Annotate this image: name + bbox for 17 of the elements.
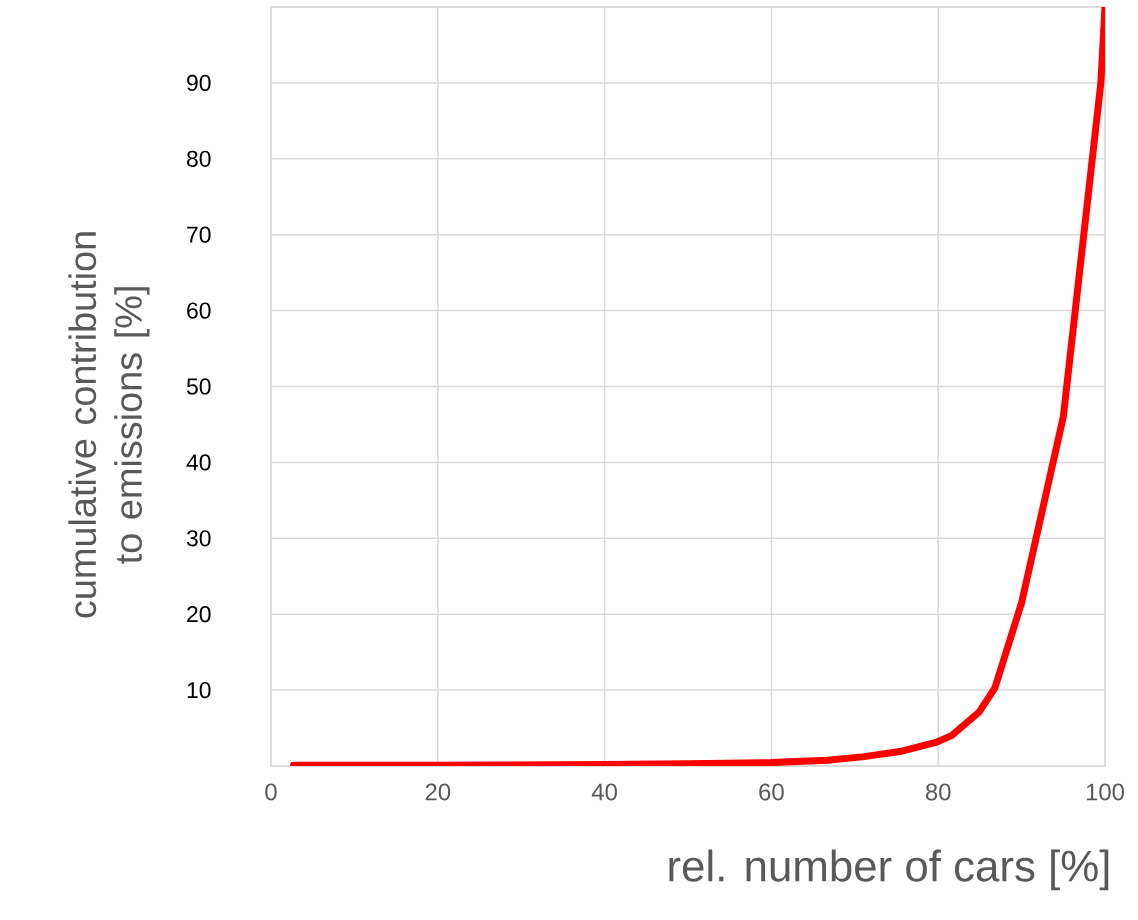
x-tick-label: 40 bbox=[591, 783, 617, 801]
y-tick-label: 70 bbox=[187, 226, 211, 243]
y-tick-label: 20 bbox=[187, 606, 211, 623]
y-tick-label: 50 bbox=[186, 378, 211, 395]
y-axis-title: cumulative contribution to emissions [%] bbox=[68, 232, 150, 618]
x-tick-label: 80 bbox=[925, 783, 951, 801]
y-tick-label: 90 bbox=[187, 74, 211, 91]
y-tick-label: 80 bbox=[187, 150, 211, 167]
x-tick-label: 0 bbox=[265, 783, 277, 801]
y-tick-label: 60 bbox=[187, 302, 211, 319]
y-tick-label: 40 bbox=[186, 454, 211, 471]
x-tick-label: 60 bbox=[759, 783, 784, 801]
x-tick-label: 100 bbox=[1086, 783, 1125, 801]
x-axis-title: rel. number of cars [%] bbox=[669, 849, 1109, 891]
y-tick-label: 10 bbox=[187, 681, 211, 699]
y-tick-label: 30 bbox=[186, 530, 211, 547]
x-tick-label: 20 bbox=[425, 783, 451, 801]
